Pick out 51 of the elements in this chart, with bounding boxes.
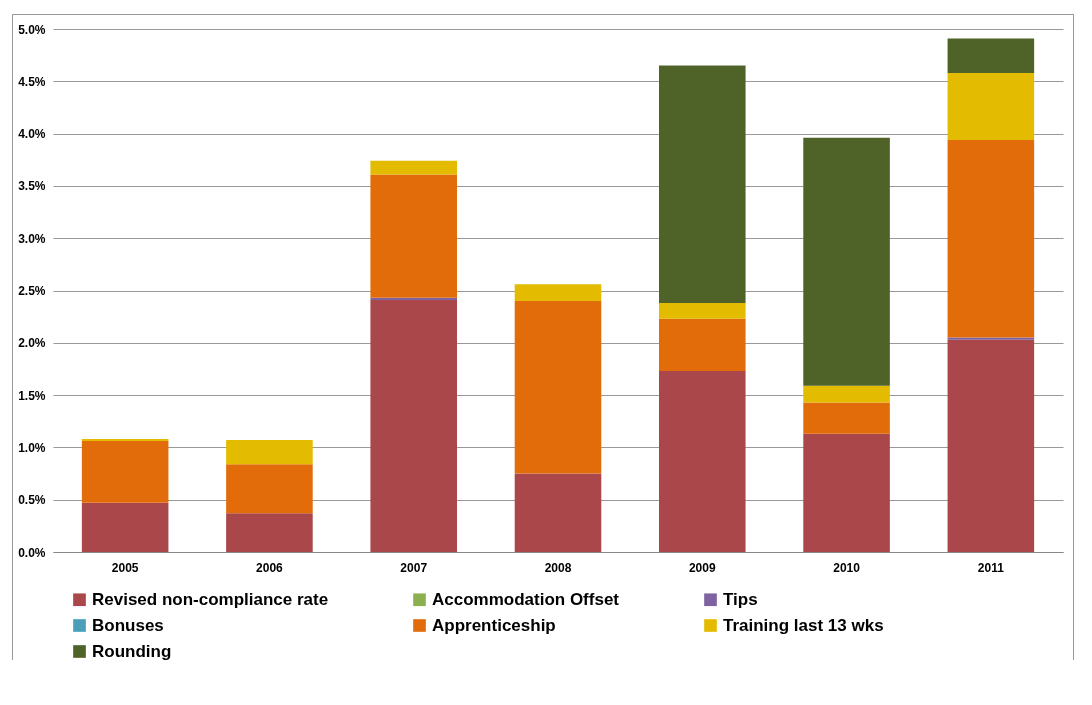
x-tick-label: 2011 [977, 560, 1005, 575]
y-tick-label: 2.5% [18, 284, 46, 298]
bar [81, 502, 169, 552]
bar [514, 473, 602, 552]
bar [226, 440, 313, 465]
y-tick-label: 1.0% [18, 440, 46, 455]
bar [803, 385, 890, 403]
bar [81, 439, 169, 442]
x-tick-label: 2007 [400, 560, 428, 575]
bar [659, 371, 746, 552]
y-tick-label: 4.0% [18, 127, 46, 142]
legend-label: Accommodation Offset [432, 589, 620, 609]
bar [370, 160, 457, 175]
bar [803, 137, 890, 386]
bar [947, 139, 1035, 338]
bar [803, 433, 890, 552]
y-tick-label: 4.5% [18, 74, 46, 89]
y-tick-label: 5.0% [18, 22, 46, 37]
bar [370, 297, 457, 300]
y-tick-label: 1.5% [18, 388, 46, 403]
x-tick-label: 2008 [544, 560, 572, 575]
bar [514, 284, 602, 301]
bar [803, 402, 890, 434]
legend-label: Revised non-compliance rate [92, 589, 329, 609]
legend-label: Apprenticeship [432, 615, 556, 635]
y-tick-label: 0.5% [18, 493, 46, 508]
x-tick-label: 2005 [111, 560, 139, 575]
legend-label: Bonuses [92, 615, 164, 635]
legend-label: Rounding [92, 641, 172, 661]
bar [514, 300, 602, 474]
bar [226, 464, 313, 514]
bar [947, 339, 1035, 552]
x-tick-label: 2010 [833, 560, 861, 575]
legend-label: Tips [723, 589, 758, 609]
bar [659, 303, 746, 319]
x-tick-label: 2006 [256, 560, 284, 575]
bar [947, 72, 1035, 140]
bar [947, 38, 1035, 73]
y-tick-label: 3.0% [18, 231, 46, 246]
y-tick-label: 3.5% [18, 179, 46, 194]
bar [81, 441, 169, 503]
bar [947, 337, 1035, 340]
bar [370, 174, 457, 298]
bar [659, 318, 746, 372]
y-tick-label: 2.0% [18, 336, 46, 351]
x-tick-label: 2009 [688, 560, 716, 575]
bar [659, 65, 746, 304]
bar [226, 513, 313, 552]
y-tick-label: 0.0% [18, 545, 46, 560]
legend-label: Training last 13 wks [723, 615, 884, 635]
bar [370, 299, 457, 552]
